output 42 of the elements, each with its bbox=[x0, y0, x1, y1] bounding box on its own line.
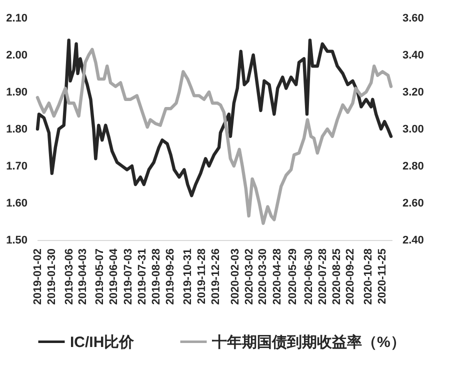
x-tick-label: 2019-03-06 bbox=[63, 248, 76, 305]
y-tick-label: 2.00 bbox=[6, 50, 28, 62]
x-tick-label: 2019-08-28 bbox=[150, 248, 162, 305]
x-tick-label: 2019-04-03 bbox=[77, 248, 90, 305]
y-tick-label: 2.10 bbox=[6, 12, 28, 24]
x-tick-label: 2020-10-28 bbox=[362, 248, 375, 305]
x-tick-label: 2020-02-03 bbox=[229, 248, 242, 305]
x-tick-label: 2019-12-26 bbox=[210, 248, 222, 305]
x-tick-label: 2020-04-28 bbox=[272, 248, 284, 305]
x-tick-label: 2020-03-30 bbox=[257, 248, 270, 305]
legend-label: 十年期国债到期收益率（%） bbox=[211, 332, 406, 351]
x-tick-label: 2020-05-29 bbox=[287, 248, 300, 305]
legend-label: IC/IH比价 bbox=[70, 334, 136, 351]
y2-tick-label: 3.40 bbox=[402, 50, 424, 62]
x-tick-label: 2019-07-03 bbox=[122, 248, 134, 305]
y2-tick-label: 2.40 bbox=[402, 234, 424, 246]
x-tick-label: 2019-01-30 bbox=[46, 248, 58, 305]
line-series bbox=[36, 38, 393, 198]
x-tick-label: 2019-09-26 bbox=[164, 248, 177, 305]
x-tick-label: 2019-10-31 bbox=[182, 248, 194, 305]
line-series bbox=[36, 48, 393, 225]
x-tick-label: 2019-06-04 bbox=[108, 248, 120, 305]
y-tick-label: 1.60 bbox=[6, 198, 28, 210]
x-tick-label: 2020-06-30 bbox=[302, 248, 315, 305]
y2-tick-label: 2.80 bbox=[402, 160, 424, 172]
x-tick-label: 2019-07-31 bbox=[136, 248, 148, 305]
y2-tick-label: 3.00 bbox=[402, 124, 424, 136]
y-tick-label: 1.90 bbox=[6, 86, 28, 98]
x-tick-label: 2020-08-25 bbox=[330, 248, 343, 305]
x-tick-label: 2019-01-02 bbox=[32, 248, 44, 305]
x-tick-label: 2020-07-28 bbox=[316, 248, 329, 305]
x-tick-label: 2020-11-25 bbox=[376, 248, 389, 304]
y-tick-label: 1.50 bbox=[6, 234, 28, 246]
y2-tick-label: 3.60 bbox=[402, 12, 424, 24]
x-tick-label: 2020-09-22 bbox=[344, 248, 357, 305]
x-tick-label: 2020-03-02 bbox=[243, 248, 256, 305]
y2-tick-label: 2.60 bbox=[402, 198, 424, 210]
x-tick-label: 2019-11-28 bbox=[196, 248, 208, 304]
y2-tick-label: 3.20 bbox=[402, 86, 424, 98]
y-tick-label: 1.70 bbox=[6, 160, 28, 172]
x-tick-label: 2019-05-07 bbox=[94, 248, 106, 305]
y-tick-label: 1.80 bbox=[6, 124, 28, 136]
